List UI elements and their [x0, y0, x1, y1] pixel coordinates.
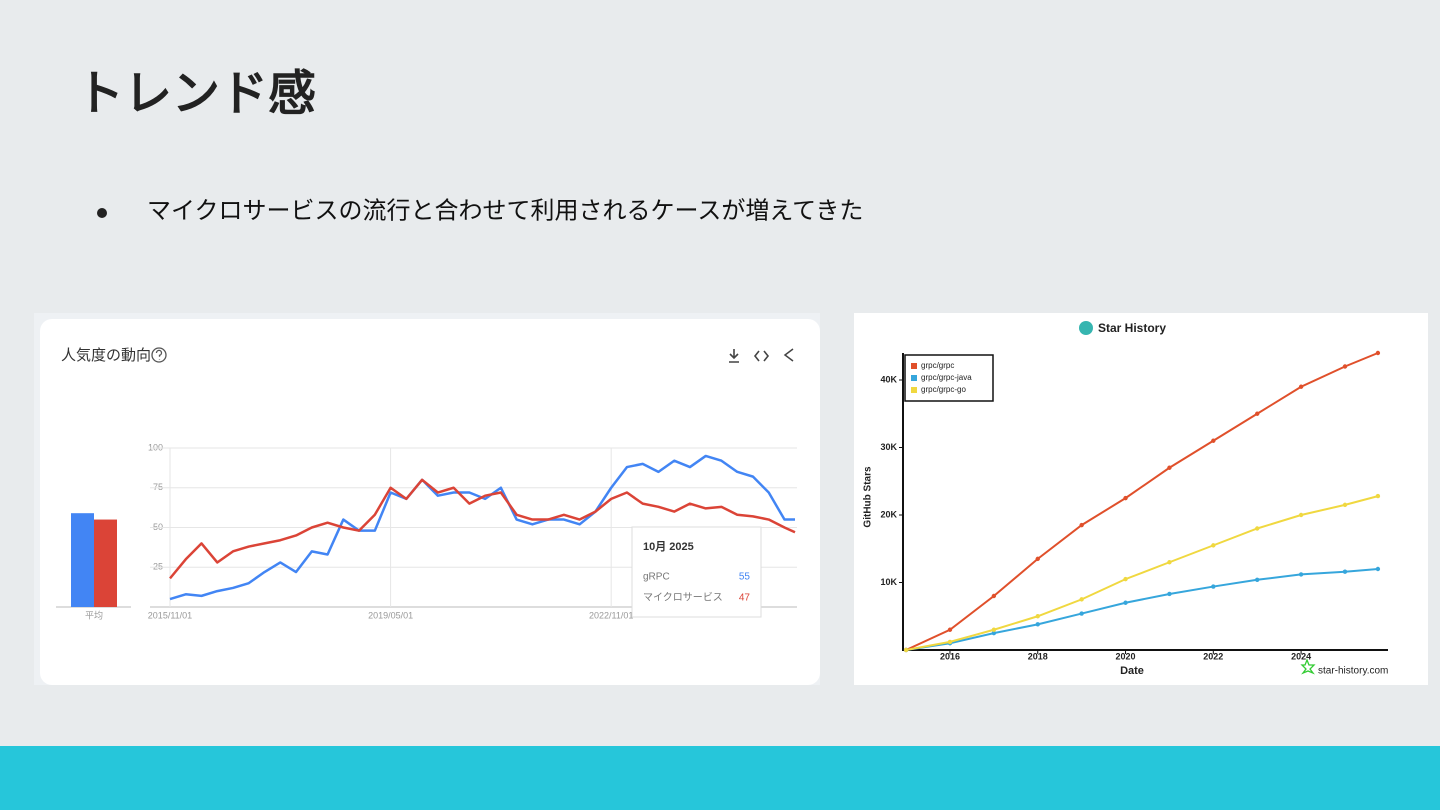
star-point [1255, 577, 1260, 582]
star-point [1211, 543, 1216, 548]
star-point [1375, 350, 1381, 356]
y-tick-label: 50 [153, 522, 163, 532]
star-point [1211, 584, 1216, 589]
star-point [1079, 597, 1084, 602]
legend-box [904, 354, 994, 402]
star-point [1079, 522, 1084, 528]
embed-icon[interactable] [753, 350, 770, 362]
y-tick-label: 40K [880, 374, 897, 384]
star-point [991, 627, 997, 632]
star-point [1123, 600, 1128, 605]
y-tick-label: 25 [153, 562, 163, 572]
star-point [1167, 560, 1172, 565]
download-icon[interactable] [729, 349, 739, 363]
legend-label: grpc/grpc-java [921, 373, 972, 382]
avg-bar [94, 519, 117, 607]
x-axis-label: Date [1120, 665, 1144, 677]
x-tick-label: 2024 [1291, 651, 1311, 661]
slide-title: トレンド感 [76, 68, 316, 121]
star-point [1035, 622, 1040, 627]
star-logo [1079, 321, 1093, 335]
help-icon[interactable] [151, 347, 167, 363]
avg-label: 平均 [85, 609, 103, 620]
y-tick-label: 30K [880, 442, 897, 452]
star-point [1375, 566, 1381, 572]
x-tick-label: 2018 [1028, 651, 1048, 661]
star-point [1123, 495, 1128, 501]
x-tick-label: 2022/11/01 [589, 610, 633, 620]
y-tick-label: 10K [880, 577, 897, 587]
star-point [1298, 572, 1304, 577]
star-point [947, 627, 953, 632]
y-tick-label: 20K [880, 509, 897, 519]
legend-swatch [911, 387, 917, 393]
trend-line [169, 454, 795, 601]
star-point [1035, 556, 1040, 562]
watermark-icon [1300, 658, 1316, 675]
legend-swatch [911, 363, 917, 369]
star-point [1342, 569, 1348, 574]
star-point [1211, 438, 1216, 443]
star-line [905, 495, 1379, 651]
y-tick-label: 100 [148, 442, 163, 452]
star-point [947, 639, 953, 645]
star-point [1035, 614, 1040, 619]
legend-swatch [911, 375, 917, 381]
x-tick-label: 2016 [940, 651, 960, 661]
tooltip-title: 10月 2025 [643, 540, 694, 553]
star-line [905, 352, 1379, 651]
star-point [991, 593, 997, 599]
star-point [1255, 526, 1260, 531]
x-tick-label: 2019/05/01 [368, 610, 413, 620]
star-point [991, 630, 997, 636]
tooltip-value: 55 [739, 572, 751, 583]
legend-label: grpc/grpc-go [921, 385, 966, 394]
legend-label: grpc/grpc [921, 361, 954, 370]
star-point [1167, 465, 1172, 470]
star-point [1375, 493, 1381, 499]
help-glyph [155, 349, 163, 360]
star-point [1123, 576, 1128, 582]
x-tick-label: 2022 [1203, 651, 1223, 661]
x-tick-label: 2015/11/01 [148, 610, 192, 620]
tooltip-series: マイクロサービス [643, 592, 723, 604]
star-point [1342, 502, 1348, 508]
star-point [1079, 611, 1084, 616]
avg-bar [71, 513, 94, 607]
watermark: star-history.com [1318, 666, 1388, 677]
star-point [1298, 512, 1304, 518]
tooltip-series: gRPC [643, 572, 670, 583]
y-axis-label: GitHub Stars [863, 466, 874, 528]
tooltip [631, 526, 762, 618]
star-title: Star History [1098, 321, 1166, 335]
star-point [903, 647, 909, 653]
x-tick-label: 2020 [1116, 651, 1136, 661]
trends-card [40, 319, 820, 685]
y-tick-label: 75 [153, 482, 163, 492]
star-point [1255, 411, 1260, 416]
star-point [1298, 384, 1304, 389]
trends-title: 人気度の動向 [61, 347, 151, 364]
bullet-dot [97, 208, 107, 218]
star-point [1167, 591, 1172, 597]
star-line [905, 568, 1378, 651]
share-icon[interactable] [783, 348, 794, 362]
bullet-text: マイクロサービスの流行と合わせて利用されるケースが増えてきた [147, 197, 863, 224]
star-point [1342, 364, 1348, 369]
footer-band [0, 746, 1440, 810]
trend-line [169, 478, 796, 580]
tooltip-value: 47 [739, 593, 751, 604]
axes [902, 353, 1388, 651]
